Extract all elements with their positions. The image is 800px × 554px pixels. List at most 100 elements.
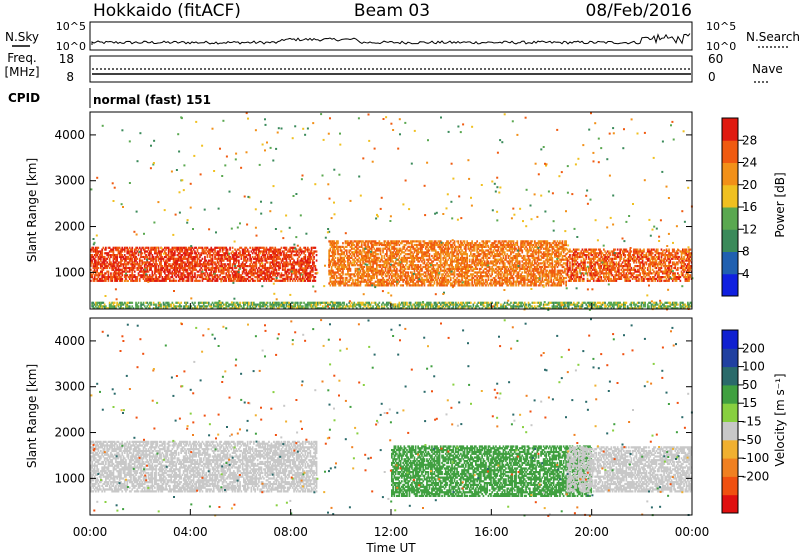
heatmap-cell <box>294 280 296 282</box>
heatmap-cell <box>407 271 409 273</box>
heatmap-cell <box>513 277 515 279</box>
heatmap-cell <box>518 284 520 286</box>
heatmap-cell <box>420 240 422 242</box>
heatmap-cell <box>473 257 475 259</box>
heatmap-cell <box>328 251 330 253</box>
heatmap-cell <box>313 256 315 258</box>
heatmap-cell <box>473 284 475 286</box>
heatmap-cell <box>131 247 133 249</box>
heatmap-cell <box>301 249 303 251</box>
heatmap-cell <box>351 284 353 286</box>
heatmap-cell <box>504 262 506 264</box>
heatmap-cell <box>495 240 497 242</box>
heatmap-cell <box>489 257 491 259</box>
heatmap-cell <box>202 280 204 282</box>
heatmap-cell <box>207 256 209 258</box>
heatmap-cell <box>450 277 452 279</box>
heatmap-cell <box>297 280 299 282</box>
heatmap-cell <box>360 284 362 286</box>
heatmap-cell <box>499 266 501 268</box>
heatmap-cell <box>504 273 506 275</box>
heatmap-cell <box>460 246 462 248</box>
heatmap-cell <box>310 261 312 263</box>
heatmap-cell <box>152 254 154 256</box>
heatmap-cell <box>538 268 540 270</box>
heatmap-cell <box>411 271 413 273</box>
heatmap-cell <box>183 280 185 282</box>
heatmap-cell <box>479 284 481 286</box>
heatmap-cell <box>461 249 463 251</box>
heatmap-cell <box>311 256 313 258</box>
heatmap-cell <box>192 280 194 282</box>
heatmap-cell <box>342 277 344 279</box>
heatmap-cell <box>188 280 190 282</box>
heatmap-cell <box>145 254 147 256</box>
heatmap-cell <box>513 284 515 286</box>
heatmap-cell <box>495 284 497 286</box>
heatmap-cell <box>405 268 407 270</box>
heatmap-cell <box>273 278 275 280</box>
heatmap-cell <box>391 284 393 286</box>
heatmap-cell <box>141 252 143 254</box>
heatmap-cell <box>328 257 330 259</box>
heatmap-cell <box>371 279 373 281</box>
heatmap-cell <box>227 249 229 251</box>
heatmap-cell <box>238 256 240 258</box>
heatmap-cell <box>471 240 473 242</box>
heatmap-cell <box>346 251 348 253</box>
heatmap-cell <box>313 261 315 263</box>
heatmap-cell <box>95 256 97 258</box>
heatmap-cell <box>105 280 107 282</box>
heatmap-cell <box>343 257 345 259</box>
heatmap-cell <box>436 279 438 281</box>
heatmap-cell <box>283 250 285 252</box>
heatmap-cell <box>505 257 507 259</box>
heatmap-cell <box>152 271 154 273</box>
heatmap-cell <box>424 259 426 261</box>
heatmap-cell <box>259 280 261 282</box>
heatmap-cell <box>202 274 204 276</box>
heatmap-cell <box>524 275 526 277</box>
heatmap-cell <box>315 280 317 282</box>
heatmap-cell <box>466 257 468 259</box>
heatmap-cell <box>252 278 254 280</box>
heatmap-cell <box>414 251 416 253</box>
heatmap-cell <box>499 279 501 281</box>
heatmap-cell <box>105 247 107 249</box>
heatmap-cell <box>121 254 123 256</box>
heatmap-cell <box>516 240 518 242</box>
heatmap-cell <box>394 284 396 286</box>
heatmap-cell <box>350 268 352 270</box>
heatmap-cell <box>212 256 214 258</box>
heatmap-cell <box>256 250 258 252</box>
heatmap-cell <box>173 278 175 280</box>
heatmap-cell <box>316 260 318 262</box>
heatmap-cell <box>422 246 424 248</box>
heatmap-cell <box>474 246 476 248</box>
heatmap-cell <box>194 272 196 274</box>
heatmap-cell <box>246 280 248 282</box>
heatmap-cell <box>483 279 485 281</box>
heatmap-cell <box>254 280 256 282</box>
heatmap-cell <box>421 277 423 279</box>
heatmap-cell <box>160 261 162 263</box>
heatmap-cell <box>192 261 194 263</box>
heatmap-cell <box>139 261 141 263</box>
heatmap-cell <box>238 261 240 263</box>
heatmap-cell <box>520 255 522 257</box>
freq-label-line1: Freq. <box>7 51 37 65</box>
heatmap-cell <box>335 257 337 259</box>
heatmap-cell <box>402 284 404 286</box>
heatmap-cell <box>153 274 155 276</box>
heatmap-cell <box>293 260 295 262</box>
heatmap-cell <box>445 257 447 259</box>
heatmap-cell <box>205 260 207 262</box>
heatmap-cell <box>470 251 472 253</box>
heatmap-cell <box>289 280 291 282</box>
heatmap-cell <box>539 273 541 275</box>
heatmap-cell <box>469 282 471 284</box>
heatmap-cell <box>267 261 269 263</box>
heatmap-cell <box>515 284 517 286</box>
heatmap-cell <box>524 255 526 257</box>
heatmap-cell <box>352 279 354 281</box>
